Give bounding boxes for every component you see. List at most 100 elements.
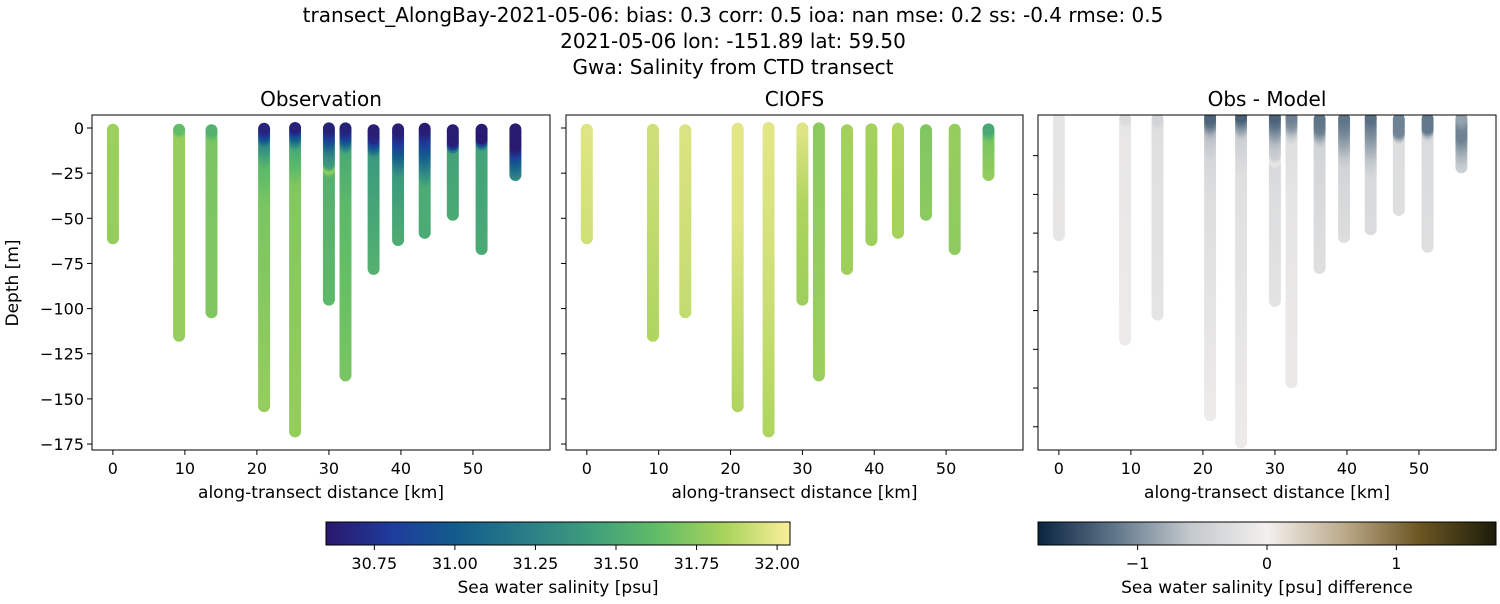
x-tick-label: 50 (936, 459, 956, 478)
scatter-points (106, 122, 522, 438)
data-point (289, 122, 302, 134)
colorbar-tick-label: 30.75 (351, 554, 397, 573)
colorbar-label: Sea water salinity [psu] difference (1121, 578, 1413, 598)
colorbar-tick-label: 1 (1391, 554, 1401, 573)
data-point (418, 122, 431, 135)
y-tick-label: 0 (74, 119, 84, 138)
x-tick-label: 40 (1337, 459, 1357, 478)
data-point (339, 122, 352, 135)
scatter-points (1052, 115, 1468, 449)
x-tick-label: 20 (1193, 459, 1213, 478)
y-tick-label: −25 (50, 164, 84, 183)
y-tick-label: −100 (40, 300, 84, 319)
y-tick-label: −125 (40, 345, 84, 364)
x-tick-label: 0 (1054, 459, 1064, 478)
data-point (1455, 115, 1468, 125)
x-tick-label: 50 (463, 459, 483, 478)
data-point (580, 123, 593, 136)
panel-title: CIOFS (765, 87, 824, 111)
y-axis-label: Depth [m] (3, 239, 23, 326)
x-tick-label: 0 (582, 459, 592, 478)
axes-frame (565, 114, 1024, 451)
x-tick-label: 50 (1409, 459, 1429, 478)
data-point (367, 124, 380, 137)
panel-title: Observation (260, 87, 382, 111)
axes-frame (1037, 114, 1497, 451)
figure-title-line1: transect_AlongBay-2021-05-06: bias: 0.3 … (303, 3, 1164, 27)
colorbar-tick-label: 31.00 (432, 554, 478, 573)
x-tick-label: 0 (108, 459, 118, 478)
x-tick-label: 30 (792, 459, 812, 478)
data-point (205, 124, 218, 137)
figure-title-line2: 2021-05-06 lon: -151.89 lat: 59.50 (560, 29, 906, 53)
y-tick-label: −75 (50, 254, 84, 273)
data-point (509, 123, 522, 136)
axes-frame (91, 114, 551, 451)
x-tick-label: 20 (720, 459, 740, 478)
y-tick-label: −150 (40, 390, 84, 409)
data-point (812, 122, 825, 135)
panel-model: CIOFS 0 10 20 30 40 50 along-transect distance … (561, 87, 1024, 503)
x-tick-label: 10 (1121, 459, 1141, 478)
data-point (1285, 115, 1298, 124)
colorbar-bar (325, 521, 791, 546)
data-point (796, 122, 809, 135)
x-tick-label: 10 (175, 459, 195, 478)
x-tick-label: 20 (247, 459, 267, 478)
data-point (982, 123, 995, 136)
data-point (948, 123, 961, 136)
panel-title: Obs - Model (1208, 87, 1327, 111)
x-axis-label: along-transect distance [km] (672, 483, 918, 503)
x-tick-label: 10 (649, 459, 669, 478)
x-tick-label: 40 (391, 459, 411, 478)
data-point (1338, 115, 1351, 125)
data-point (1235, 115, 1248, 123)
colorbar-label: Sea water salinity [psu] (458, 578, 659, 598)
data-point (106, 123, 119, 136)
x-axis-label: along-transect distance [km] (1144, 483, 1390, 503)
colorbar-tick-label: 0 (1262, 554, 1272, 573)
colorbar-tick-label: 32.00 (754, 554, 800, 573)
panel-obs: Observation 0 10 20 30 40 50 along-transect dis… (3, 87, 551, 503)
y-tick-label: −175 (40, 435, 84, 454)
data-point (1204, 115, 1217, 124)
scatter-points (580, 122, 995, 438)
x-tick-label: 30 (1265, 459, 1285, 478)
data-point (920, 124, 932, 137)
data-point (646, 123, 659, 136)
data-point (1119, 115, 1132, 125)
data-point (679, 124, 692, 137)
data-point (1151, 115, 1164, 126)
data-point (392, 123, 405, 136)
data-point (1392, 115, 1405, 126)
x-axis-label: along-transect distance [km] (198, 483, 444, 503)
colorbar-tick-label: −1 (1126, 554, 1150, 573)
colorbar-bar (1037, 521, 1497, 546)
x-tick-label: 30 (319, 459, 339, 478)
figure-title-line3: Gwa: Salinity from CTD transect (573, 55, 894, 79)
data-point (731, 122, 744, 135)
data-point (841, 124, 853, 137)
panel-diff: Obs - Model 0 10 20 30 40 50 along-transect dis… (1033, 87, 1497, 503)
data-point (173, 123, 186, 136)
data-point (1052, 115, 1065, 125)
colorbar-1: −1 0 1 Sea water salinity [psu] difference (1037, 521, 1497, 598)
data-point (1421, 115, 1434, 125)
data-point (475, 123, 488, 136)
colorbar-tick-label: 31.50 (593, 554, 639, 573)
colorbar-0: 30.75 31.00 31.25 31.50 31.75 32.00 Sea water … (325, 521, 800, 598)
data-point (322, 122, 335, 135)
colorbar-tick-label: 31.75 (674, 554, 720, 573)
data-point (762, 122, 775, 134)
data-point (1268, 115, 1281, 124)
y-tick-label: −50 (50, 209, 84, 228)
data-point (865, 123, 878, 136)
data-point (1313, 115, 1326, 126)
x-tick-label: 40 (864, 459, 884, 478)
data-point (258, 122, 271, 135)
data-point (1364, 115, 1377, 124)
data-point (892, 122, 904, 135)
data-point (446, 124, 459, 137)
colorbar-tick-label: 31.25 (513, 554, 559, 573)
